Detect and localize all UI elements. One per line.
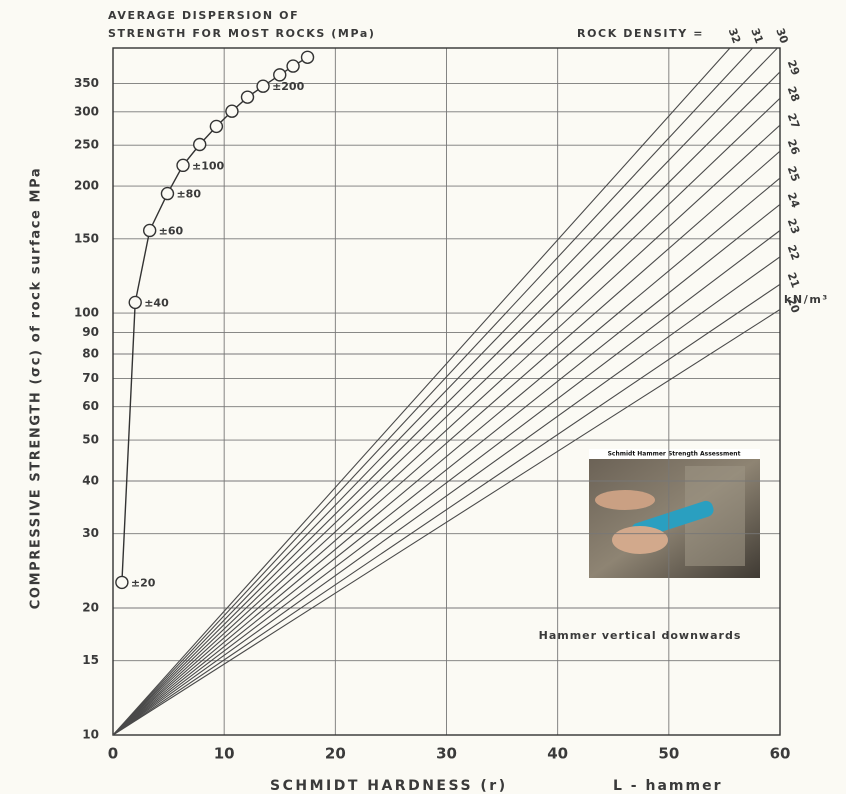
dispersion-point bbox=[274, 69, 286, 81]
y-tick-label: 60 bbox=[82, 399, 99, 413]
x-tick-label: 50 bbox=[658, 745, 679, 763]
y-tick-label: 10 bbox=[82, 728, 99, 742]
background bbox=[0, 0, 846, 794]
dispersion-point bbox=[287, 60, 299, 72]
dispersion-label: ±60 bbox=[159, 224, 184, 237]
y-tick-label: 30 bbox=[82, 526, 99, 540]
y-tick-label: 70 bbox=[82, 371, 99, 385]
dispersion-point bbox=[129, 296, 141, 308]
photo-hand bbox=[612, 526, 668, 554]
dispersion-point bbox=[144, 224, 156, 236]
dispersion-point bbox=[257, 80, 269, 92]
x-tick-label: 0 bbox=[108, 745, 118, 763]
y-axis-title: COMPRESSIVE STRENGTH (σc) of rock surfac… bbox=[29, 167, 44, 609]
dispersion-label: ±80 bbox=[176, 188, 201, 201]
y-tick-label: 20 bbox=[82, 600, 99, 614]
x-tick-label: 10 bbox=[214, 745, 235, 763]
dispersion-point bbox=[177, 159, 189, 171]
y-tick-label: 250 bbox=[74, 138, 99, 152]
dispersion-label: ±40 bbox=[144, 296, 169, 309]
inset-title: Schmidt Hammer Strength Assessment bbox=[608, 451, 741, 458]
chart-title-line: AVERAGE DISPERSION OF bbox=[108, 9, 299, 22]
dispersion-label: ±200 bbox=[272, 80, 305, 93]
y-tick-label: 50 bbox=[82, 433, 99, 447]
dispersion-point bbox=[242, 91, 254, 103]
x-axis-title: SCHMIDT HARDNESS (r) bbox=[270, 778, 508, 794]
page: AVERAGE DISPERSION OF STRENGTH FOR MOST … bbox=[0, 0, 846, 794]
x-tick-label: 60 bbox=[770, 745, 791, 763]
chart: AVERAGE DISPERSION OF STRENGTH FOR MOST … bbox=[0, 0, 846, 794]
x-tick-label: 40 bbox=[547, 745, 568, 763]
y-tick-label: 40 bbox=[82, 473, 99, 487]
dispersion-point bbox=[302, 51, 314, 63]
dispersion-point bbox=[194, 138, 206, 150]
dispersion-point bbox=[210, 120, 222, 132]
y-tick-label: 100 bbox=[74, 306, 99, 320]
y-tick-label: 90 bbox=[82, 325, 99, 339]
dispersion-point bbox=[116, 576, 128, 588]
inset-photo: Schmidt Hammer Strength Assessment bbox=[589, 449, 760, 578]
x-tick-label: 30 bbox=[436, 745, 457, 763]
y-tick-label: 15 bbox=[82, 653, 99, 667]
y-tick-label: 300 bbox=[74, 104, 99, 118]
dispersion-label: ±100 bbox=[192, 159, 225, 172]
density-label: ROCK DENSITY = bbox=[577, 27, 704, 40]
dispersion-point bbox=[161, 188, 173, 200]
x-axis-note: L - hammer bbox=[613, 778, 722, 794]
dispersion-label: ±20 bbox=[131, 576, 156, 589]
y-tick-label: 80 bbox=[82, 346, 99, 360]
y-tick-label: 150 bbox=[74, 231, 99, 245]
annotation: Hammer vertical downwards bbox=[539, 629, 742, 642]
photo-hand bbox=[595, 490, 655, 510]
y-tick-label: 200 bbox=[74, 179, 99, 193]
dispersion-point bbox=[226, 105, 238, 117]
chart-title-line: STRENGTH FOR MOST ROCKS (MPa) bbox=[108, 27, 375, 40]
y-tick-label: 350 bbox=[74, 76, 99, 90]
x-tick-label: 20 bbox=[325, 745, 346, 763]
